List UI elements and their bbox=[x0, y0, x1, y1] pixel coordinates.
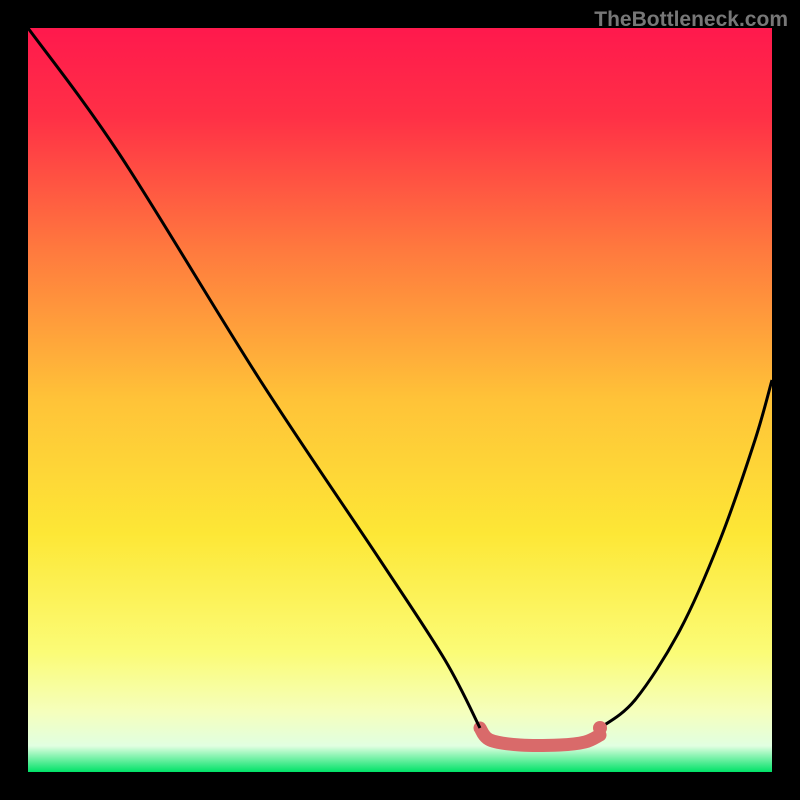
frame-border-left bbox=[0, 0, 28, 800]
gradient-background bbox=[28, 28, 772, 772]
frame-border-bottom bbox=[0, 772, 800, 800]
frame-border-right bbox=[772, 0, 800, 800]
bottleneck-chart bbox=[0, 0, 800, 800]
watermark-text: TheBottleneck.com bbox=[594, 8, 788, 32]
valley-marker-dot bbox=[593, 721, 607, 735]
